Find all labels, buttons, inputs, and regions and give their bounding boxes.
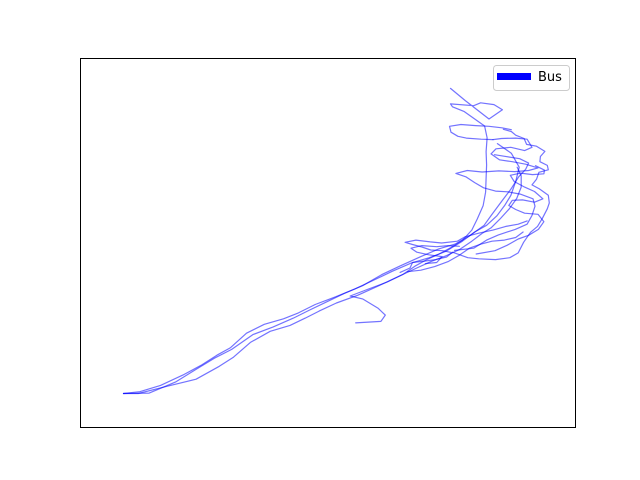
series-line-bus-segment-6 [475, 165, 545, 255]
series-line-bus-segment-5 [453, 137, 539, 251]
series-layer [122, 87, 550, 395]
legend-box [493, 65, 570, 91]
legend-swatch [497, 73, 531, 80]
series-line-bus-segment-2 [122, 154, 530, 395]
series-line-bus-segment-8 [406, 231, 524, 273]
series-line-bus-segment-9 [410, 245, 460, 265]
series-line-bus-segment-1 [122, 143, 520, 395]
plot-frame [80, 58, 576, 428]
series-line-bus-segment-4 [451, 128, 550, 261]
legend: Bus [493, 65, 570, 91]
series-line-bus-segment-7 [399, 220, 528, 273]
series-line-bus-segment-3 [349, 87, 503, 324]
series-line-bus-segment-10 [448, 123, 512, 141]
legend-label: Bus [538, 70, 562, 85]
